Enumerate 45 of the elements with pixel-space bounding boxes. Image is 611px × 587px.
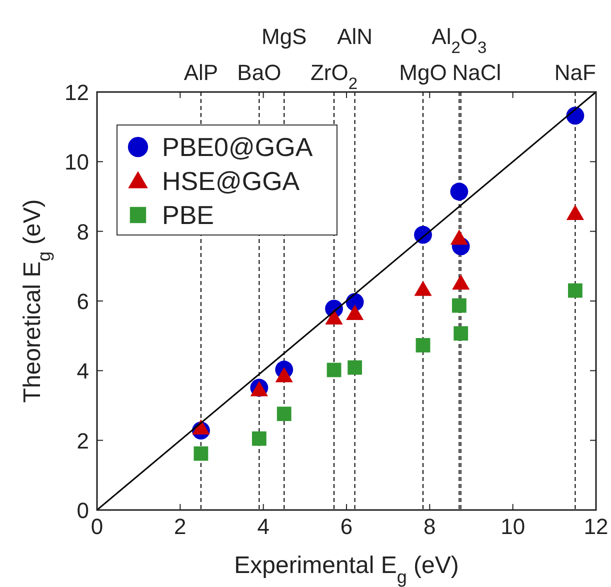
y-tick-label: 0	[76, 498, 89, 523]
point	[192, 419, 210, 435]
y-tick-label: 8	[76, 219, 89, 244]
x-axis-title: Experimental E$_{g}$ (eV)	[234, 552, 459, 587]
x-tick-label: 2	[174, 514, 186, 539]
point	[450, 230, 468, 245]
legend-label: PBE	[162, 200, 214, 230]
ref-line-label: MgO	[399, 60, 447, 85]
ref-line-label: BaO	[237, 60, 282, 85]
point	[325, 309, 343, 324]
point	[450, 182, 468, 201]
ref-line-label: MgS	[262, 24, 307, 49]
ref-line-label: ZrO$_{2}$	[310, 60, 358, 93]
x-tick-label: 12	[584, 514, 608, 539]
y-tick-label: 12	[64, 80, 89, 105]
point	[275, 367, 293, 382]
ref-line-label: AlN	[337, 24, 373, 49]
ref-line-label: AlP	[184, 60, 218, 85]
point	[252, 431, 266, 446]
x-tick-label: 6	[340, 514, 353, 539]
point	[416, 338, 430, 352]
x-tick-label: 8	[424, 514, 436, 539]
point	[326, 362, 342, 378]
point	[566, 106, 584, 125]
point	[414, 280, 432, 296]
point	[454, 326, 468, 341]
point	[452, 274, 470, 290]
point	[452, 298, 466, 313]
ref-line-label: NaCl	[452, 60, 502, 85]
ref-line-label: NaF	[554, 60, 596, 85]
x-tick-label: 4	[257, 514, 270, 539]
y-tick-label: 2	[76, 428, 89, 454]
x-tick-label: 10	[500, 514, 526, 539]
point	[566, 204, 584, 220]
y-tick-label: 4	[76, 358, 89, 384]
ref-line-label: Al$_{2}$O$_{3}$	[432, 24, 487, 57]
point	[348, 360, 362, 375]
point	[276, 406, 292, 422]
point	[346, 304, 364, 320]
y-tick-label: 6	[76, 289, 89, 314]
point	[568, 283, 582, 298]
y-tick-label: 10	[64, 150, 89, 175]
legend-label: PBE0@GGA	[162, 132, 314, 162]
point	[194, 446, 208, 461]
legend-label: HSE@GGA	[162, 166, 300, 196]
